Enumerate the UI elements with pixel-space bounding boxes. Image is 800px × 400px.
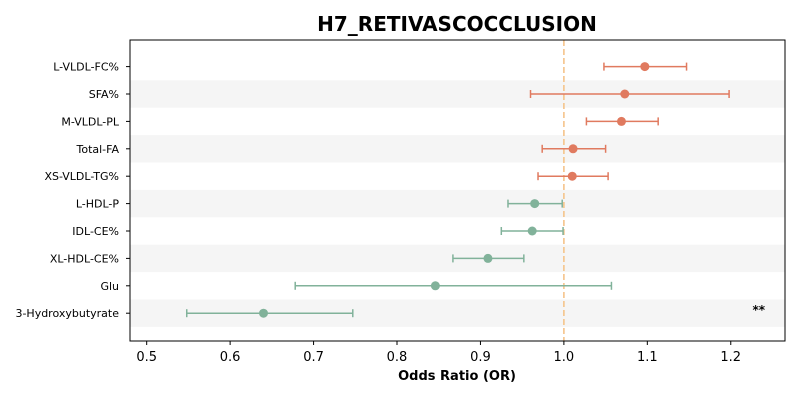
row-total-fa: Total-FA bbox=[75, 143, 607, 156]
x-tick-label: 1.1 bbox=[637, 350, 658, 365]
row-sfa-: SFA% bbox=[89, 88, 730, 101]
x-axis-label: Odds Ratio (OR) bbox=[398, 369, 516, 384]
x-tick-label: 0.5 bbox=[136, 350, 157, 365]
row-3-hydroxybutyrate: 3-Hydroxybutyrate ** bbox=[15, 303, 765, 320]
point-estimate bbox=[430, 281, 440, 291]
point-estimate bbox=[259, 308, 269, 318]
x-tick-label: 0.9 bbox=[470, 350, 491, 365]
point-estimate bbox=[620, 89, 630, 99]
x-tick-label: 0.7 bbox=[303, 350, 324, 365]
point-estimate bbox=[567, 171, 577, 181]
row-xl-hdl-ce-: XL-HDL-CE% bbox=[50, 252, 525, 265]
row-m-vldl-pl: M-VLDL-PL bbox=[61, 115, 659, 128]
row-label: XL-HDL-CE% bbox=[50, 252, 119, 265]
point-estimate bbox=[640, 62, 650, 72]
row-band bbox=[130, 135, 785, 163]
row-label: XS-VLDL-TG% bbox=[44, 170, 119, 183]
x-tick-label: 1.0 bbox=[554, 350, 575, 365]
plot-frame bbox=[129, 39, 786, 342]
point-estimate bbox=[530, 199, 540, 209]
row-l-hdl-p: L-HDL-P bbox=[76, 198, 563, 211]
row-label: L-VLDL-FC% bbox=[53, 61, 119, 74]
row-label: IDL-CE% bbox=[72, 225, 119, 238]
row-label: M-VLDL-PL bbox=[61, 115, 119, 128]
point-estimate bbox=[616, 116, 626, 126]
x-tick-label: 1.2 bbox=[720, 350, 741, 365]
point-estimate bbox=[483, 253, 493, 263]
chart-title: H7_RETIVASCOCCLUSION bbox=[317, 12, 597, 36]
row-label: Glu bbox=[100, 280, 119, 293]
point-estimate bbox=[568, 144, 578, 154]
row-l-vldl-fc-: L-VLDL-FC% bbox=[53, 61, 688, 74]
row-idl-ce-: IDL-CE% bbox=[72, 225, 564, 238]
data-rows: L-VLDL-FC% SFA% M-VLDL-PL Total-FA XS-VLDL-T… bbox=[15, 61, 765, 321]
x-tick-label: 0.6 bbox=[220, 350, 241, 365]
point-estimate bbox=[527, 226, 537, 236]
x-axis: 0.5 0.6 0.7 0.8 0.9 1.0 1.1 1.2 bbox=[136, 341, 741, 365]
row-label: 3-Hydroxybutyrate bbox=[15, 307, 119, 320]
row-label: L-HDL-P bbox=[76, 198, 120, 211]
row-xs-vldl-tg-: XS-VLDL-TG% bbox=[44, 170, 609, 183]
row-band bbox=[130, 189, 785, 218]
row-glu: Glu bbox=[100, 280, 613, 293]
row-label: Total-FA bbox=[75, 143, 119, 156]
row-bands bbox=[130, 80, 785, 327]
significance-annotation: ** bbox=[752, 303, 765, 317]
row-label: SFA% bbox=[89, 88, 119, 101]
x-tick-label: 0.8 bbox=[387, 350, 408, 365]
